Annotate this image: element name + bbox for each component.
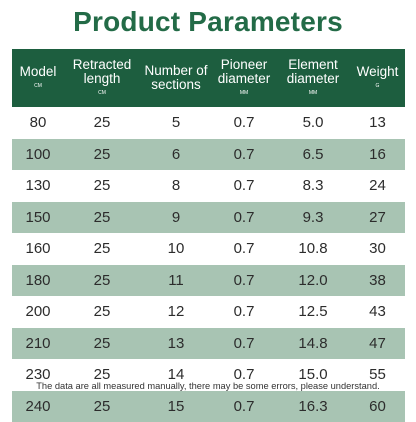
cell-sections: 5 [140, 107, 212, 139]
footnote: The data are all measured manually, ther… [0, 381, 416, 391]
cell-sections: 13 [140, 328, 212, 360]
cell-retracted-length: 25 [64, 328, 140, 360]
cell-element-diameter: 14.8 [276, 328, 350, 360]
cell-pioneer-diameter: 0.7 [212, 296, 276, 328]
column-label: Model [12, 65, 64, 79]
cell-pioneer-diameter: 0.7 [212, 139, 276, 171]
column-header-pioneer-diameter: Pioneer diameter MM [212, 49, 276, 107]
cell-sections: 10 [140, 233, 212, 265]
cell-weight: 47 [350, 328, 405, 360]
cell-retracted-length: 25 [64, 107, 140, 139]
column-unit: MM [276, 89, 350, 98]
table-header-row: Model CM Retracted length CM Number of s… [12, 49, 405, 107]
cell-model: 130 [12, 170, 64, 202]
cell-pioneer-diameter: 0.7 [212, 107, 276, 139]
column-label: Number of sections [140, 64, 212, 92]
column-unit: MM [212, 89, 276, 98]
cell-model: 180 [12, 265, 64, 297]
cell-model: 160 [12, 233, 64, 265]
cell-retracted-length: 25 [64, 202, 140, 234]
column-header-model: Model CM [12, 49, 64, 107]
page-title: Product Parameters [0, 6, 416, 38]
column-label: Pioneer diameter [212, 58, 276, 86]
cell-pioneer-diameter: 0.7 [212, 202, 276, 234]
cell-retracted-length: 25 [64, 170, 140, 202]
cell-weight: 43 [350, 296, 405, 328]
cell-pioneer-diameter: 0.7 [212, 170, 276, 202]
cell-pioneer-diameter: 0.7 [212, 265, 276, 297]
cell-retracted-length: 25 [64, 391, 140, 422]
cell-weight: 13 [350, 107, 405, 139]
cell-element-diameter: 6.5 [276, 139, 350, 171]
column-unit: CM [12, 82, 64, 91]
column-label: Retracted length [64, 58, 140, 86]
cell-element-diameter: 12.5 [276, 296, 350, 328]
cell-retracted-length: 25 [64, 296, 140, 328]
cell-pioneer-diameter: 0.7 [212, 328, 276, 360]
cell-element-diameter: 9.3 [276, 202, 350, 234]
cell-sections: 9 [140, 202, 212, 234]
cell-retracted-length: 25 [64, 233, 140, 265]
cell-weight: 24 [350, 170, 405, 202]
column-unit: CM [64, 89, 140, 98]
cell-model: 240 [12, 391, 64, 422]
column-header-weight: Weight G [350, 49, 405, 107]
cell-weight: 30 [350, 233, 405, 265]
cell-weight: 60 [350, 391, 405, 422]
cell-retracted-length: 25 [64, 139, 140, 171]
cell-element-diameter: 5.0 [276, 107, 350, 139]
cell-weight: 38 [350, 265, 405, 297]
cell-sections: 8 [140, 170, 212, 202]
parameters-table: Model CM Retracted length CM Number of s… [12, 49, 405, 422]
cell-model: 150 [12, 202, 64, 234]
column-header-element-diameter: Element diameter MM [276, 49, 350, 107]
column-label: Element diameter [276, 58, 350, 86]
cell-weight: 16 [350, 139, 405, 171]
cell-sections: 12 [140, 296, 212, 328]
cell-element-diameter: 12.0 [276, 265, 350, 297]
cell-element-diameter: 8.3 [276, 170, 350, 202]
cell-pioneer-diameter: 0.7 [212, 391, 276, 422]
cell-weight: 27 [350, 202, 405, 234]
cell-element-diameter: 16.3 [276, 391, 350, 422]
column-header-retracted-length: Retracted length CM [64, 49, 140, 107]
cell-sections: 15 [140, 391, 212, 422]
cell-retracted-length: 25 [64, 265, 140, 297]
cell-model: 100 [12, 139, 64, 171]
column-header-number-of-sections: Number of sections [140, 49, 212, 107]
cell-element-diameter: 10.8 [276, 233, 350, 265]
cell-model: 80 [12, 107, 64, 139]
cell-sections: 11 [140, 265, 212, 297]
cell-model: 200 [12, 296, 64, 328]
column-unit: G [350, 82, 405, 91]
cell-model: 210 [12, 328, 64, 360]
column-label: Weight [350, 65, 405, 79]
cell-sections: 6 [140, 139, 212, 171]
cell-pioneer-diameter: 0.7 [212, 233, 276, 265]
